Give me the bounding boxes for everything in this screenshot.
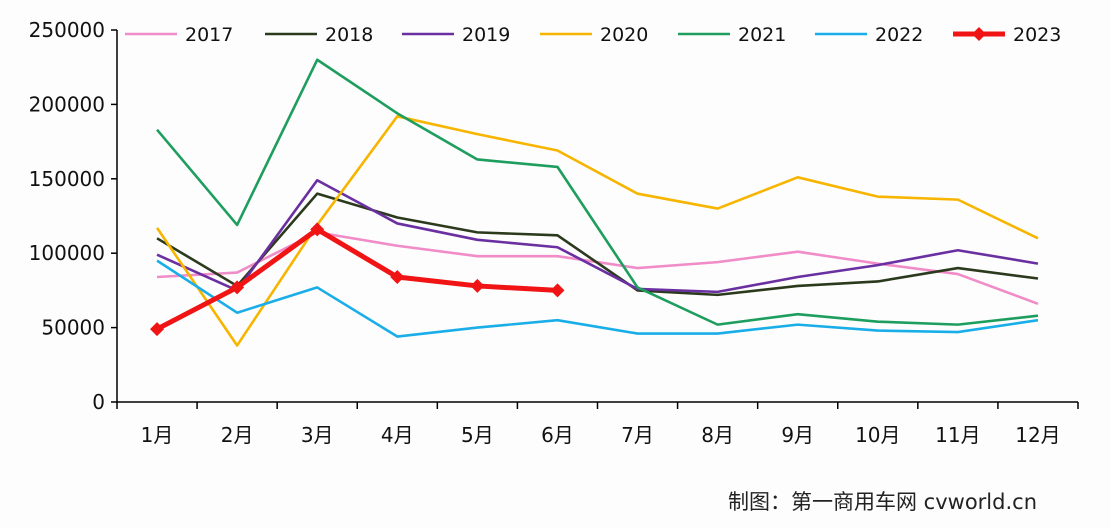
data-point-2023 — [310, 222, 325, 237]
x-tick-label: 8月 — [701, 423, 734, 447]
series-line-2020 — [155, 115, 1039, 347]
x-tick-label: 2月 — [221, 423, 254, 447]
legend-marker-2023 — [972, 27, 986, 41]
source-credit: 制图：第一商用车网 cvworld.cn — [728, 490, 1038, 514]
y-tick-label: 100000 — [29, 241, 105, 265]
series-line-2018 — [156, 192, 1039, 297]
y-tick-label: 150000 — [29, 167, 105, 191]
data-point-2023 — [550, 283, 565, 298]
x-tick-label: 10月 — [855, 423, 900, 447]
series-line-2019 — [156, 178, 1039, 294]
data-point-2023 — [150, 322, 165, 337]
y-tick-label: 250000 — [29, 18, 105, 42]
data-point-2023 — [390, 270, 405, 285]
x-tick-label: 6月 — [541, 423, 574, 447]
x-tick-label: 3月 — [301, 423, 334, 447]
legend-label-2018: 2018 — [325, 24, 373, 46]
y-tick-label: 200000 — [29, 92, 105, 116]
legend-label-2020: 2020 — [600, 24, 648, 46]
x-tick-label: 11月 — [935, 423, 980, 447]
x-tick-label: 12月 — [1015, 423, 1060, 447]
legend-label-2019: 2019 — [462, 24, 510, 46]
legend-label-2021: 2021 — [738, 24, 786, 46]
series-line-2022 — [156, 259, 1039, 338]
series-line-2021 — [156, 58, 1039, 326]
y-tick-label: 0 — [92, 390, 105, 414]
x-tick-label: 1月 — [141, 423, 174, 447]
legend-label-2017: 2017 — [185, 24, 233, 46]
x-tick-label: 4月 — [381, 423, 414, 447]
series-line-2023 — [155, 226, 558, 332]
y-tick-label: 50000 — [41, 316, 105, 340]
x-tick-label: 5月 — [461, 423, 494, 447]
legend-label-2022: 2022 — [875, 24, 923, 46]
x-tick-label: 9月 — [781, 423, 814, 447]
x-tick-label: 7月 — [621, 423, 654, 447]
data-point-2023 — [470, 278, 485, 293]
legend-label-2023: 2023 — [1013, 24, 1061, 46]
data-point-2023 — [230, 280, 245, 295]
